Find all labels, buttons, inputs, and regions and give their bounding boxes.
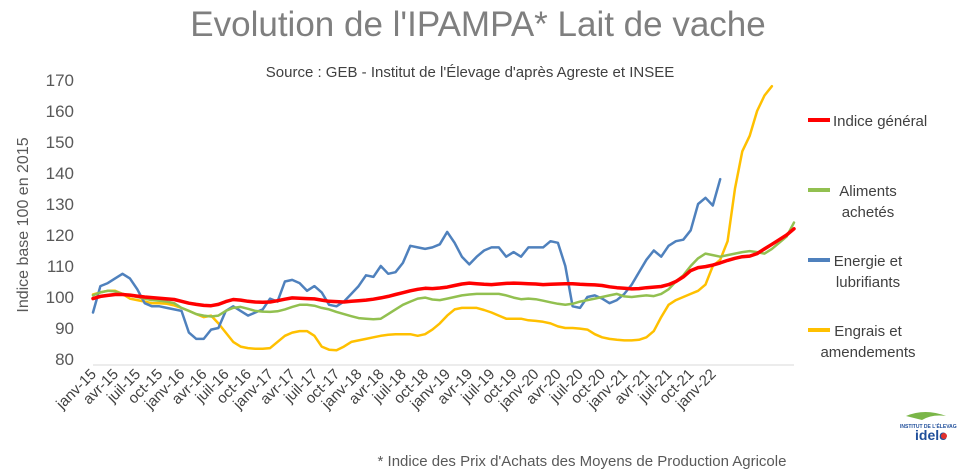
y-tick-label: 90 [55,319,74,338]
series-line [91,177,722,341]
y-tick-label: 80 [55,350,74,369]
legend-label: lubrifiants [836,274,900,291]
logo-swoosh [906,412,946,420]
y-tick-label: 170 [46,71,74,90]
legend-label: Engrais et [834,323,902,340]
y-axis: 80 90 100 110 120 130 140 150 160 170 [46,71,74,369]
y-tick-label: 100 [46,288,74,307]
legend-label: Aliments [839,183,897,200]
chart-subtitle: Source : GEB - Institut de l'Élevage d'a… [266,64,674,81]
chart-title: Evolution de l'IPAMPA* Lait de vache [190,5,765,44]
y-tick-label: 110 [47,257,74,276]
y-tick-label: 130 [46,195,74,214]
y-tick-label: 150 [46,133,74,152]
legend: Indice général Aliments achetés Energie et l… [808,113,927,361]
legend-label: achetés [842,204,895,221]
plot-area [91,84,796,352]
footnote: * Indice des Prix d'Achats des Moyens de… [378,453,787,470]
series-line [91,84,774,352]
logo-brand-text: idele [915,427,947,443]
y-tick-label: 140 [46,164,74,183]
logo-small-text: INSTITUT DE L'ÉLEVAGE [900,422,957,430]
legend-label: Energie et [834,253,903,270]
legend-label: Indice général [833,113,927,130]
logo-dot [941,433,947,439]
legend-label: amendements [820,344,915,361]
x-axis: janv-15avr-15juil-15oct-15janv-16avr-16j… [52,366,719,414]
y-tick-label: 160 [46,102,74,121]
series-line [91,227,796,308]
y-tick-label: 120 [46,226,74,245]
idele-logo: INSTITUT DE L'ÉLEVAGE idele [900,412,957,443]
y-axis-label: Indice base 100 en 2015 [15,137,32,312]
